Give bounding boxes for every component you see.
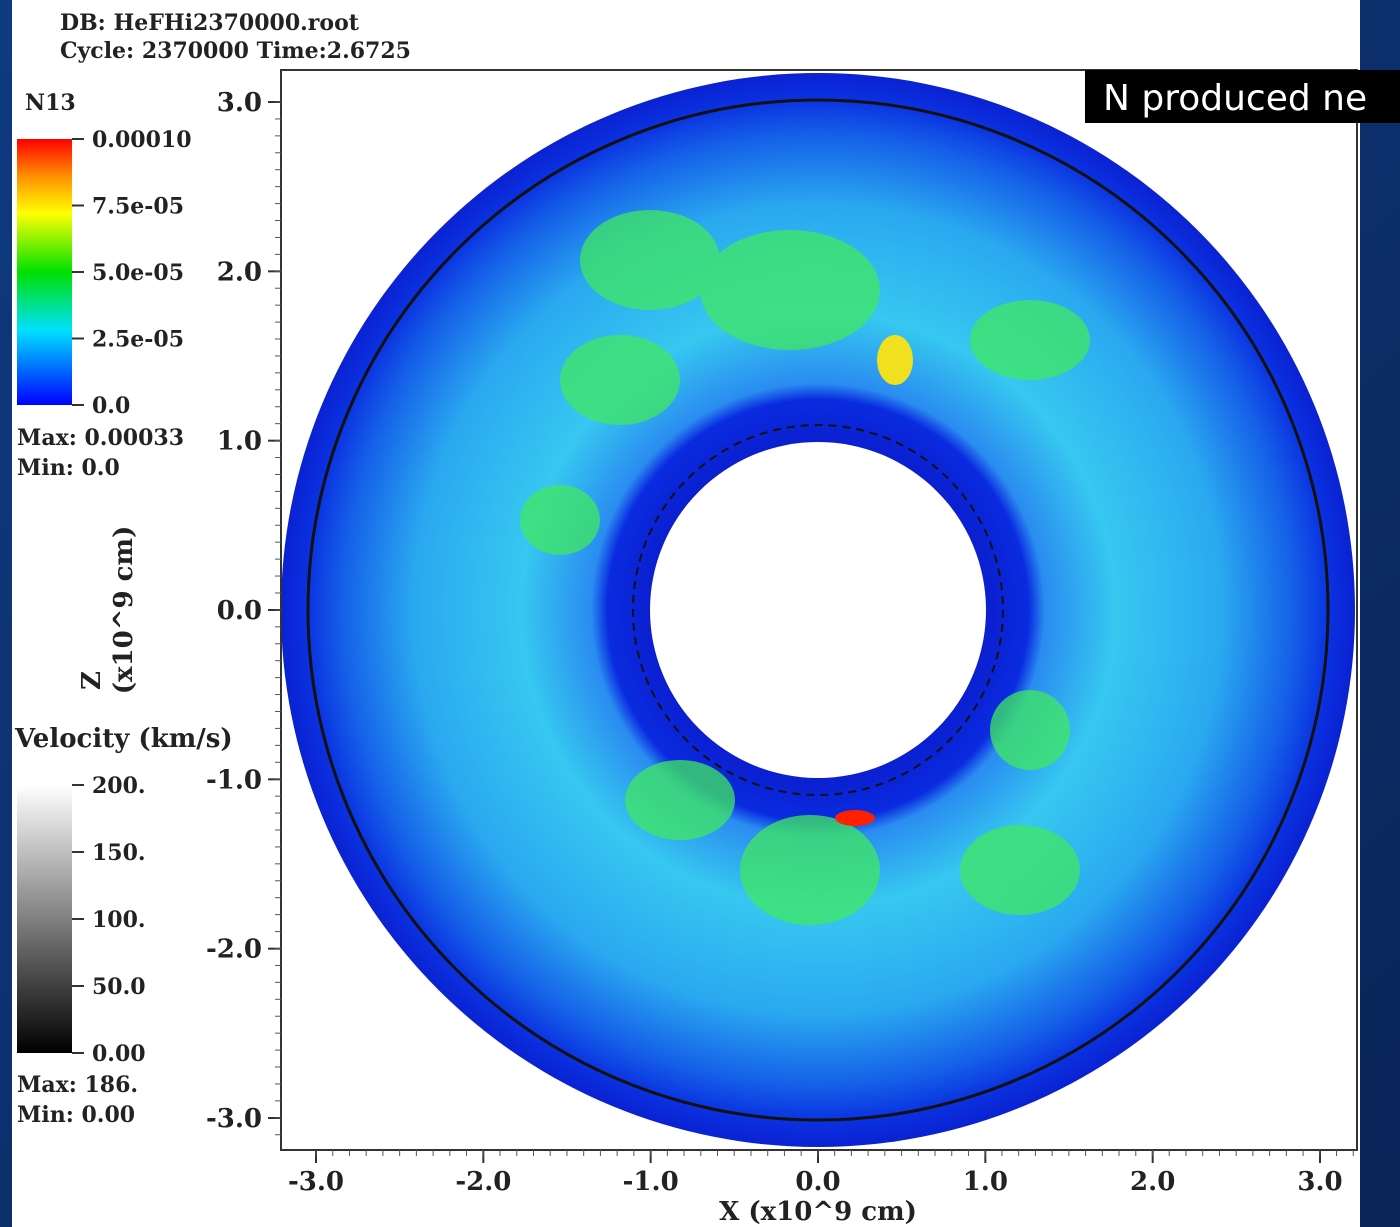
colorbar-label: 0.00010 xyxy=(92,127,192,153)
n13-max: Max: 0.00033 xyxy=(17,425,184,451)
y-tick-label: 1.0 xyxy=(217,427,262,457)
n13-min: Min: 0.0 xyxy=(17,455,120,481)
colorbar-label: 100. xyxy=(92,907,146,933)
colorbar-label: 200. xyxy=(92,773,146,799)
x-tick-label: 1.0 xyxy=(963,1167,1008,1197)
x-tick-label: -3.0 xyxy=(288,1167,344,1197)
y-title: Z xyxy=(77,671,107,690)
cycle-label: Cycle: 2370000 Time:2.6725 xyxy=(60,38,411,64)
velocity-min: Min: 0.00 xyxy=(17,1102,135,1128)
x-tick-label: 2.0 xyxy=(1130,1167,1175,1197)
y-tick-label: 0.0 xyxy=(217,596,262,626)
y-tick-label: -3.0 xyxy=(206,1104,262,1134)
x-title: X (x10^9 cm) xyxy=(719,1197,917,1227)
colorbar-label: 0.00 xyxy=(92,1041,146,1067)
colorbar-label: 5.0e-05 xyxy=(92,260,184,286)
y-units: (x10^9 cm) xyxy=(109,526,139,695)
x-tick-label: -1.0 xyxy=(623,1167,679,1197)
screen: DB: HeFHi2370000.root Cycle: 2370000 Tim… xyxy=(0,0,1400,1227)
y-tick-label: 3.0 xyxy=(217,88,262,118)
colorbar-label: 50.0 xyxy=(92,974,146,1000)
n13-colorbar xyxy=(17,139,72,405)
velocity-max: Max: 186. xyxy=(17,1072,138,1098)
annotation: N produced ne xyxy=(1103,78,1367,119)
colorbar-label: 150. xyxy=(92,840,146,866)
db-label: DB: HeFHi2370000.root xyxy=(60,10,360,36)
y-tick-label: -1.0 xyxy=(206,765,262,795)
velocity-colorbar xyxy=(17,785,72,1053)
x-tick-label: -2.0 xyxy=(455,1167,511,1197)
colorbar-label: 7.5e-05 xyxy=(92,194,184,220)
n13-title: N13 xyxy=(25,90,76,116)
simulation-image xyxy=(281,73,1355,1147)
x-tick-label: 3.0 xyxy=(1297,1167,1342,1197)
y-tick-label: -2.0 xyxy=(206,935,262,965)
colorbar-label: 2.5e-05 xyxy=(92,327,184,353)
y-tick-label: 2.0 xyxy=(217,257,262,287)
colorbar-label: 0.0 xyxy=(92,393,130,419)
velocity-title: Velocity (km/s) xyxy=(14,724,233,754)
x-tick-label: 0.0 xyxy=(795,1167,840,1197)
